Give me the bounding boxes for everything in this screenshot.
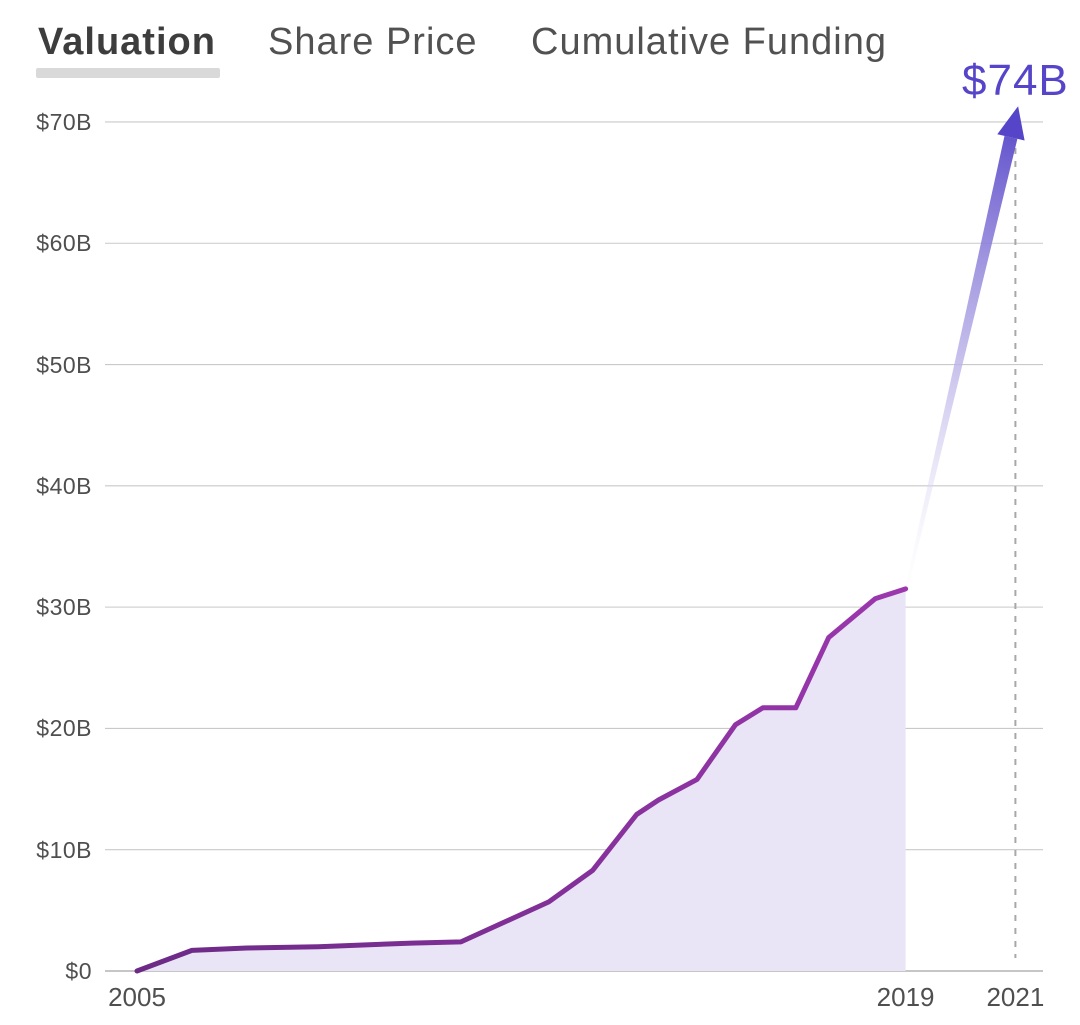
projection-arrow-shaft bbox=[906, 135, 1018, 581]
y-tick-label: $40B bbox=[36, 472, 92, 499]
tab-cumulative-funding[interactable]: Cumulative Funding bbox=[531, 20, 887, 64]
y-tick-label: $60B bbox=[36, 230, 92, 257]
tab-cumulative-funding-label: Cumulative Funding bbox=[531, 21, 887, 63]
tab-share-price-label: Share Price bbox=[268, 21, 478, 63]
tab-share-price[interactable]: Share Price bbox=[268, 20, 478, 64]
y-tick-label: $20B bbox=[36, 715, 92, 742]
projection-value-label: $74B bbox=[962, 56, 1069, 105]
y-tick-label: $10B bbox=[36, 836, 92, 863]
tab-valuation-label: Valuation bbox=[38, 21, 216, 63]
projection-arrow-head bbox=[997, 106, 1025, 141]
x-tick-label: 2021 bbox=[986, 982, 1045, 1012]
tab-valuation[interactable]: Valuation bbox=[36, 20, 220, 78]
y-tick-label: $0 bbox=[65, 958, 92, 984]
y-tick-label: $70B bbox=[36, 108, 92, 135]
y-tick-label: $30B bbox=[36, 594, 92, 621]
x-tick-label: 2005 bbox=[108, 982, 166, 1012]
area-fill bbox=[137, 588, 906, 971]
x-tick-label: 2019 bbox=[876, 982, 935, 1012]
valuation-line bbox=[134, 586, 909, 974]
active-tab-underline bbox=[36, 68, 220, 78]
y-tick-label: $50B bbox=[36, 351, 92, 378]
